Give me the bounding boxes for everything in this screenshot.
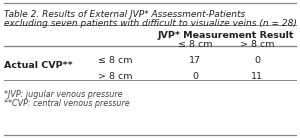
Text: JVP* Measurement Result: JVP* Measurement Result xyxy=(158,31,294,40)
Text: **CVP: central venous pressure: **CVP: central venous pressure xyxy=(4,99,130,108)
Text: 0: 0 xyxy=(254,56,260,65)
Text: 11: 11 xyxy=(251,72,263,81)
Text: excluding seven patients with difficult to visualize veins (n = 28): excluding seven patients with difficult … xyxy=(4,19,297,28)
Text: Table 2. Results of External JVP* Assessment-Patients: Table 2. Results of External JVP* Assess… xyxy=(4,10,245,19)
Text: ≤ 8 cm: ≤ 8 cm xyxy=(178,40,212,49)
Text: Actual CVP**: Actual CVP** xyxy=(4,61,73,70)
Text: *JVP: jugular venous pressure: *JVP: jugular venous pressure xyxy=(4,90,122,99)
Text: 17: 17 xyxy=(189,56,201,65)
Text: > 8 cm: > 8 cm xyxy=(240,40,274,49)
Text: 0: 0 xyxy=(192,72,198,81)
Text: ≤ 8 cm: ≤ 8 cm xyxy=(98,56,132,65)
Text: > 8 cm: > 8 cm xyxy=(98,72,132,81)
